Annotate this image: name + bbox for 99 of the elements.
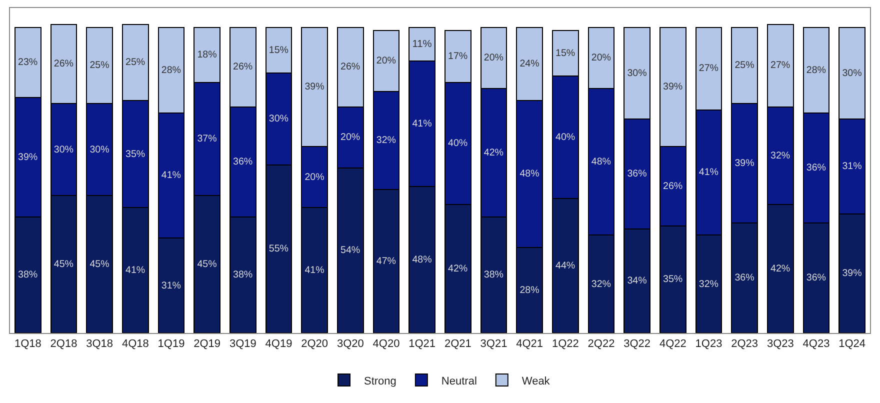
data-label: 45% bbox=[197, 258, 218, 270]
data-label: 38% bbox=[18, 270, 38, 281]
data-label: 42% bbox=[448, 263, 468, 274]
data-label: 25% bbox=[90, 60, 110, 72]
data-label: 34% bbox=[627, 276, 648, 287]
data-label: 32% bbox=[376, 135, 396, 146]
data-label: 54% bbox=[340, 245, 360, 256]
x-tick-label: 2Q19 bbox=[194, 338, 221, 350]
x-tick-label: 3Q21 bbox=[480, 338, 508, 350]
x-tick-label: 1Q24 bbox=[838, 338, 866, 350]
x-tick-label: 1Q18 bbox=[14, 338, 42, 350]
data-label: 42% bbox=[770, 263, 790, 274]
legend-label: Neutral bbox=[441, 375, 477, 388]
x-tick-label: 4Q22 bbox=[659, 338, 686, 350]
data-label: 44% bbox=[556, 260, 576, 272]
legend-label: Strong bbox=[364, 375, 396, 388]
x-tick-label: 4Q19 bbox=[265, 338, 292, 350]
data-label: 55% bbox=[268, 244, 289, 255]
data-label: 41% bbox=[304, 265, 325, 276]
x-tick-label: 2Q18 bbox=[50, 338, 78, 350]
data-label: 32% bbox=[591, 278, 612, 290]
data-label: 28% bbox=[161, 64, 182, 76]
data-label: 39% bbox=[18, 152, 38, 163]
legend-label: Weak bbox=[522, 375, 550, 388]
data-label: 40% bbox=[448, 138, 468, 150]
data-label: 48% bbox=[412, 254, 432, 266]
data-label: 18% bbox=[197, 49, 218, 60]
x-tick-label: 3Q19 bbox=[229, 338, 256, 350]
data-label: 36% bbox=[734, 272, 755, 284]
data-label: 35% bbox=[126, 148, 146, 160]
data-label: 20% bbox=[304, 172, 325, 183]
x-tick-label: 3Q18 bbox=[86, 338, 114, 350]
data-label: 31% bbox=[161, 280, 182, 292]
data-label: 27% bbox=[698, 63, 719, 74]
data-label: 39% bbox=[734, 158, 755, 170]
data-label: 20% bbox=[591, 52, 612, 64]
data-label: 41% bbox=[698, 167, 719, 178]
x-tick-label: 2Q21 bbox=[444, 338, 472, 350]
data-label: 45% bbox=[54, 258, 74, 270]
x-tick-label: 1Q23 bbox=[695, 338, 722, 350]
x-tick-label: 1Q22 bbox=[552, 338, 579, 350]
data-label: 26% bbox=[340, 62, 360, 73]
data-label: 30% bbox=[842, 68, 862, 79]
data-label: 20% bbox=[484, 52, 504, 64]
x-tick-label: 4Q18 bbox=[122, 338, 149, 350]
x-tick-label: 3Q23 bbox=[766, 338, 794, 350]
x-tick-label: 2Q23 bbox=[731, 338, 758, 350]
x-tick-label: 1Q19 bbox=[158, 338, 185, 350]
data-label: 17% bbox=[448, 51, 468, 62]
data-label: 28% bbox=[520, 284, 540, 296]
x-tick-label: 4Q23 bbox=[802, 338, 830, 350]
data-label: 30% bbox=[54, 144, 74, 156]
data-label: 36% bbox=[627, 168, 648, 180]
data-label: 41% bbox=[161, 170, 182, 182]
data-label: 27% bbox=[770, 60, 790, 72]
data-label: 45% bbox=[90, 258, 110, 270]
data-label: 36% bbox=[806, 272, 826, 284]
data-label: 32% bbox=[770, 150, 790, 162]
x-tick-label: 4Q21 bbox=[516, 338, 544, 350]
data-label: 30% bbox=[90, 144, 110, 156]
data-label: 25% bbox=[126, 57, 146, 68]
data-label: 30% bbox=[268, 114, 289, 125]
data-label: 32% bbox=[698, 278, 719, 290]
data-label: 15% bbox=[268, 44, 289, 56]
data-label: 35% bbox=[663, 274, 683, 286]
data-label: 39% bbox=[842, 268, 862, 280]
data-label: 42% bbox=[484, 147, 504, 158]
data-label: 11% bbox=[412, 38, 432, 50]
data-label: 25% bbox=[734, 60, 755, 72]
data-label: 41% bbox=[412, 118, 432, 130]
x-tick-label: 3Q22 bbox=[624, 338, 651, 350]
data-label: 15% bbox=[556, 48, 576, 59]
data-label: 48% bbox=[520, 168, 540, 180]
data-label: 30% bbox=[627, 68, 648, 79]
data-label: 47% bbox=[376, 256, 396, 267]
data-label: 40% bbox=[556, 132, 576, 144]
data-label: 26% bbox=[54, 58, 74, 70]
data-label: 26% bbox=[663, 180, 683, 192]
data-label: 23% bbox=[18, 57, 38, 68]
data-label: 20% bbox=[376, 56, 396, 67]
x-tick-label: 2Q22 bbox=[588, 338, 615, 350]
data-label: 31% bbox=[842, 161, 862, 172]
x-tick-label: 4Q20 bbox=[372, 338, 400, 350]
data-label: 36% bbox=[233, 156, 253, 168]
x-tick-label: 1Q21 bbox=[408, 338, 436, 350]
data-label: 37% bbox=[197, 134, 218, 145]
x-tick-label: 2Q20 bbox=[301, 338, 328, 350]
data-label: 28% bbox=[806, 64, 826, 76]
data-label: 24% bbox=[520, 58, 540, 70]
data-label: 39% bbox=[304, 82, 325, 93]
data-label: 36% bbox=[806, 162, 826, 174]
data-label: 38% bbox=[233, 270, 253, 281]
data-label: 26% bbox=[233, 62, 253, 73]
data-label: 20% bbox=[340, 132, 360, 144]
x-tick-label: 3Q20 bbox=[336, 338, 364, 350]
data-label: 39% bbox=[663, 82, 683, 93]
data-label: 41% bbox=[126, 265, 146, 276]
data-label: 38% bbox=[484, 270, 504, 281]
data-label: 48% bbox=[591, 156, 612, 168]
